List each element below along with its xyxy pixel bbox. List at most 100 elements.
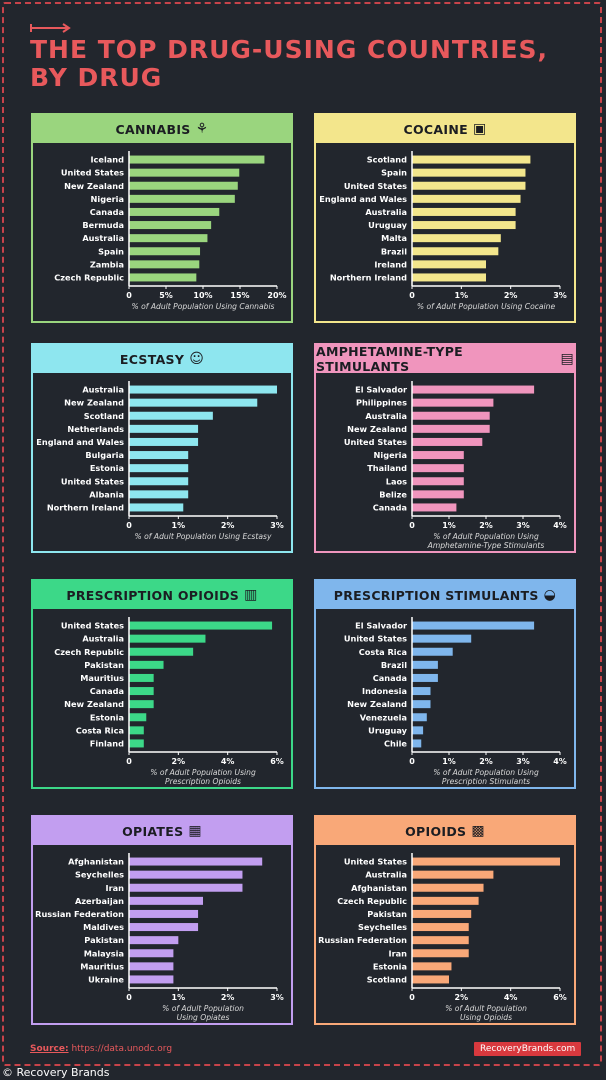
x-tick-label: 0 — [409, 993, 415, 1002]
category-label: Seychelles — [358, 922, 407, 932]
chart-title-text: PRESCRIPTION OPIOIDS — [66, 587, 240, 603]
category-label: Uruguay — [368, 725, 407, 735]
category-label: Ukraine — [88, 974, 124, 984]
category-label: Venezuela — [360, 712, 407, 722]
x-tick-label: 2% — [479, 757, 493, 766]
bar-albania — [129, 490, 189, 499]
x-tick-label: 4% — [553, 757, 567, 766]
bar-ukraine — [129, 975, 174, 984]
bar-estonia — [129, 464, 189, 473]
bar-uruguay — [412, 726, 424, 735]
category-label: Chile — [384, 738, 407, 748]
bar-afghanistan — [129, 857, 263, 866]
category-label: Russian Federation — [318, 935, 407, 945]
x-tick-label: 2% — [172, 757, 186, 766]
x-tick-label: 2% — [455, 993, 469, 1002]
category-label: England and Wales — [319, 194, 407, 204]
category-label: Azerbaijan — [75, 896, 124, 906]
category-label: Canada — [90, 686, 124, 696]
category-label: Mauritius — [80, 673, 124, 683]
arrow-icon — [30, 23, 71, 33]
bar-uruguay — [412, 221, 516, 230]
bar-mauritius — [129, 962, 174, 971]
x-axis-title: % of Adult Population Using — [150, 768, 256, 777]
title-line-2: BY DRUG — [30, 63, 163, 92]
bar-maldives — [129, 923, 199, 932]
category-label: United States — [344, 181, 407, 191]
category-label: New Zealand — [347, 699, 407, 709]
bar-chart: El Salvador Philippines Australia New Zeala… — [344, 381, 567, 550]
bar-australia — [129, 385, 277, 394]
chart-title: OPIATES ▦ — [33, 817, 291, 845]
bar-seychelles — [412, 923, 469, 932]
bar-spain — [412, 168, 526, 177]
x-tick-label: 10% — [193, 291, 212, 300]
chart-title-text: CANNABIS — [115, 121, 191, 137]
x-tick-label: 3% — [270, 993, 284, 1002]
bar-australia — [412, 207, 516, 216]
category-label: Zambia — [90, 259, 124, 269]
category-label: Mauritius — [80, 961, 124, 971]
bar-iran — [129, 883, 243, 892]
category-label: Indonesia — [362, 686, 407, 696]
bar-united-states — [412, 634, 472, 643]
x-tick-label: 0 — [409, 757, 415, 766]
chart-title: OPIOIDS ▩ — [316, 817, 574, 845]
bar-scotland — [412, 155, 531, 164]
category-label: New Zealand — [64, 181, 124, 191]
bar-costa-rica — [412, 647, 453, 656]
bar-afghanistan — [412, 883, 484, 892]
category-label: Ireland — [374, 259, 407, 269]
brand-badge[interactable]: RecoveryBrands.com — [474, 1042, 582, 1056]
x-tick-label: 0 — [126, 291, 132, 300]
category-label: United States — [61, 476, 124, 486]
x-axis-title: Prescription Opioids — [165, 777, 241, 786]
bar-united-states — [412, 437, 483, 446]
x-axis-title: % of Adult Population Using Cocaine — [417, 302, 556, 311]
category-label: Pakistan — [84, 935, 124, 945]
category-label: Australia — [365, 411, 407, 421]
capsule-icon: ◒ — [543, 587, 557, 603]
bar-nigeria — [412, 451, 464, 460]
category-label: Brazil — [381, 660, 407, 670]
pills-tray-icon: ▩ — [471, 823, 485, 839]
bar-czech-republic — [412, 896, 479, 905]
chart-title-text: AMPHETAMINE-TYPE STIMULANTS — [316, 344, 464, 374]
bar-chart: Iceland United States New Zealand Nigeria Ca… — [54, 151, 287, 311]
chart-title-text: COCAINE — [403, 121, 468, 137]
x-tick-label: 3% — [270, 521, 284, 530]
bar-canada — [412, 673, 438, 682]
chart-panel-ecstasy: ECSTASY ☺ Australia New Zealand Scotland Neth… — [31, 343, 293, 553]
x-tick-label: 6% — [553, 993, 567, 1002]
bar-thailand — [412, 464, 464, 473]
bar-new-zealand — [129, 700, 154, 709]
x-tick-label: 15% — [230, 291, 249, 300]
bar-united-states — [129, 168, 240, 177]
category-label: Canada — [373, 502, 407, 512]
bar-ireland — [412, 260, 486, 269]
category-label: Spain — [98, 246, 124, 256]
watermark: © Recovery Brands — [2, 1066, 110, 1079]
x-tick-label: 3% — [553, 291, 567, 300]
x-axis-title: Amphetamine-Type Stimulants — [427, 541, 545, 550]
bar-scotland — [129, 411, 213, 420]
category-label: Iceland — [91, 155, 125, 165]
bar-el-salvador — [412, 621, 535, 630]
bar-iran — [412, 949, 469, 958]
syringe-box-icon: ▦ — [188, 823, 202, 839]
source-label: Source: — [30, 1044, 69, 1054]
source-link[interactable]: https://data.unodc.org — [71, 1044, 173, 1054]
category-label: Canada — [373, 673, 407, 683]
chart-panel-prescription-opioids: PRESCRIPTION OPIOIDS ▥ United States Austra… — [31, 579, 293, 789]
x-tick-label: 5% — [159, 291, 173, 300]
chart-title: CANNABIS ⚘ — [33, 115, 291, 143]
chart-title: PRESCRIPTION STIMULANTS ◒ — [316, 581, 574, 609]
bar-costa-rica — [129, 726, 144, 735]
category-label: Costa Rica — [359, 647, 407, 657]
bar-venezuela — [412, 713, 427, 722]
chart-panel-amphetamine-type-stimulants: AMPHETAMINE-TYPE STIMULANTS ▤ El Salvador P… — [314, 343, 576, 553]
x-tick-label: 4% — [504, 993, 518, 1002]
bar-estonia — [129, 713, 147, 722]
bar-indonesia — [412, 687, 431, 696]
chart-title-text: OPIATES — [122, 823, 184, 839]
